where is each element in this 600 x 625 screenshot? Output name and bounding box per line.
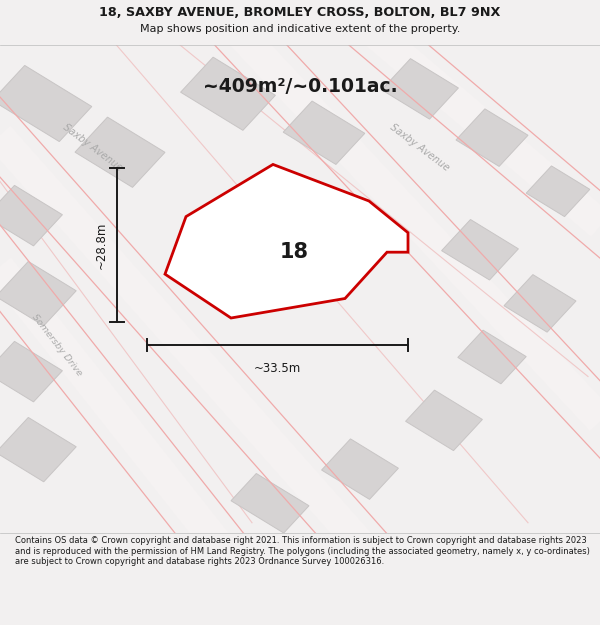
Polygon shape — [75, 117, 165, 188]
Polygon shape — [526, 166, 590, 217]
Polygon shape — [283, 101, 365, 164]
Polygon shape — [382, 59, 458, 119]
Text: Somersby Drive: Somersby Drive — [30, 312, 84, 378]
Polygon shape — [458, 330, 526, 384]
Text: Map shows position and indicative extent of the property.: Map shows position and indicative extent… — [140, 24, 460, 34]
Polygon shape — [504, 274, 576, 332]
Text: Saxby Avenue: Saxby Avenue — [388, 122, 452, 173]
Polygon shape — [231, 474, 309, 533]
Polygon shape — [0, 261, 76, 326]
Text: Contains OS data © Crown copyright and database right 2021. This information is : Contains OS data © Crown copyright and d… — [15, 536, 590, 566]
Text: 18, SAXBY AVENUE, BROMLEY CROSS, BOLTON, BL7 9NX: 18, SAXBY AVENUE, BROMLEY CROSS, BOLTON,… — [100, 6, 500, 19]
Polygon shape — [0, 418, 76, 482]
Polygon shape — [406, 390, 482, 451]
Polygon shape — [322, 439, 398, 499]
Text: 18: 18 — [280, 242, 308, 262]
Text: Saxby Avenue: Saxby Avenue — [61, 122, 125, 173]
Text: ~33.5m: ~33.5m — [254, 362, 301, 375]
Polygon shape — [0, 66, 92, 141]
Polygon shape — [456, 109, 528, 166]
Polygon shape — [181, 57, 275, 131]
Polygon shape — [0, 341, 62, 402]
Polygon shape — [165, 164, 408, 318]
Text: ~28.8m: ~28.8m — [95, 221, 108, 269]
Text: ~409m²/~0.101ac.: ~409m²/~0.101ac. — [203, 77, 397, 96]
Polygon shape — [0, 186, 62, 246]
Polygon shape — [442, 219, 518, 280]
